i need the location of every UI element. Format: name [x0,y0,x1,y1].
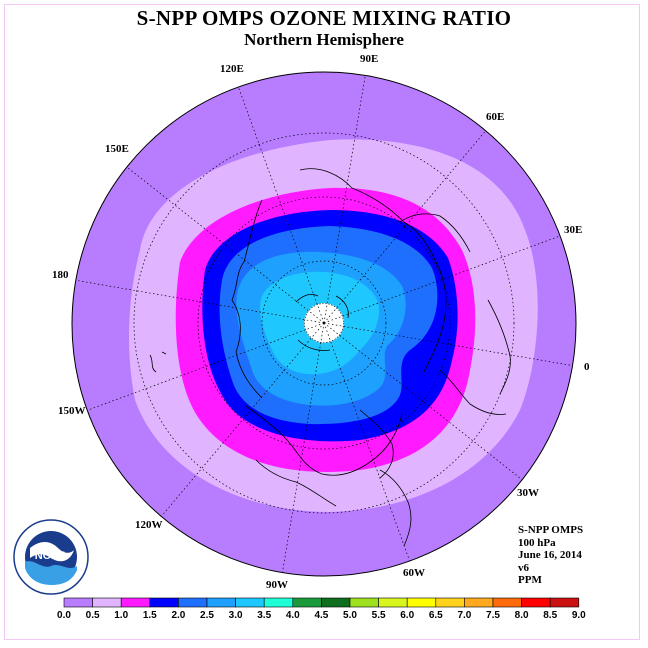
lon-label-150e: 150E [105,143,129,155]
colorbar-swatch [435,597,465,608]
colorbar-tick-label: 7.0 [457,610,471,621]
graticule [73,72,576,576]
colorbar-tick-label: 2.0 [171,610,185,621]
colorbar-swatch [92,597,122,608]
info-date: June 16, 2014 [518,549,582,562]
info-instrument: S-NPP OMPS [518,524,584,536]
colorbar-swatch [235,597,265,608]
colorbar-tick-label: 3.5 [257,610,271,621]
lon-label-180: 180 [52,269,69,281]
lon-label-90w: 90W [266,579,288,591]
colorbar-tick-label: 1.5 [143,610,157,621]
colorbar-swatch [521,597,551,608]
colorbar-swatch [263,597,294,608]
colorbar-swatch [549,597,580,608]
colorbar-swatch [149,597,179,608]
colorbar-swatch [206,597,236,608]
colorbar-swatch [120,597,151,608]
lon-label-120w: 120W [135,519,163,531]
colorbar-swatch [349,597,379,608]
colorbar-swatch [464,597,494,608]
colorbar-swatch [63,597,93,608]
colorbar-tick-label: 0.5 [86,610,100,621]
lon-label-90e: 90E [360,53,378,65]
colorbar-tick-label: 5.0 [343,610,357,621]
info-units: PPM [518,574,542,587]
colorbar-tick-label: 6.0 [400,610,414,621]
colorbar-tick-label: 4.5 [314,610,328,621]
lon-label-30e: 30E [564,224,582,236]
lon-label-0: 0 [584,361,590,373]
lon-label-30w: 30W [517,487,539,499]
lon-label-60e: 60E [486,111,504,123]
colorbar-tick-label: 6.5 [429,610,443,621]
colorbar-swatch [178,597,208,608]
page-title: S-NPP OMPS OZONE MIXING RATIO [136,6,512,30]
colorbar-tick-label: 7.5 [486,610,500,621]
lon-label-120e: 120E [220,63,244,75]
colorbar-swatch [492,597,522,608]
coastlines [149,168,511,547]
lon-label-60w: 60W [403,567,425,579]
colorbar-tick-label: 4.0 [286,610,300,621]
colorbar-tick-label: 3.0 [229,610,243,621]
figure-frame [4,4,640,640]
colorbar-tick-label: 0.0 [57,610,71,621]
map-border [71,71,577,577]
noaa-logo-text: NOAA [35,550,67,562]
colorbar-tick-label: 1.0 [114,610,128,621]
lon-label-150w: 150W [58,405,86,417]
longitude-labels: 90E 60E 30E 0 30W 60W 90W 120W 150W 180 … [52,53,590,591]
colorbar-tick-label: 2.5 [200,610,214,621]
noaa-logo-icon: NOAA [13,519,89,595]
colorbar-tick-label: 9.0 [572,610,586,621]
product-info: S-NPP OMPS 100 hPa June 16, 2014 v6 PPM [518,524,583,587]
colorbar-tick-label: 8.5 [543,610,557,621]
colorbar-swatch [406,597,437,608]
colorbar-swatch [321,597,351,608]
info-version: v6 [518,561,529,574]
colorbar-tick-label: 5.5 [372,610,386,621]
colorbar-swatch [292,597,322,608]
colorbar-tick-label: 8.0 [515,610,529,621]
info-level: 100 hPa [518,536,556,549]
colorbar-swatch [378,597,408,608]
page-subtitle: Northern Hemisphere [244,30,404,49]
